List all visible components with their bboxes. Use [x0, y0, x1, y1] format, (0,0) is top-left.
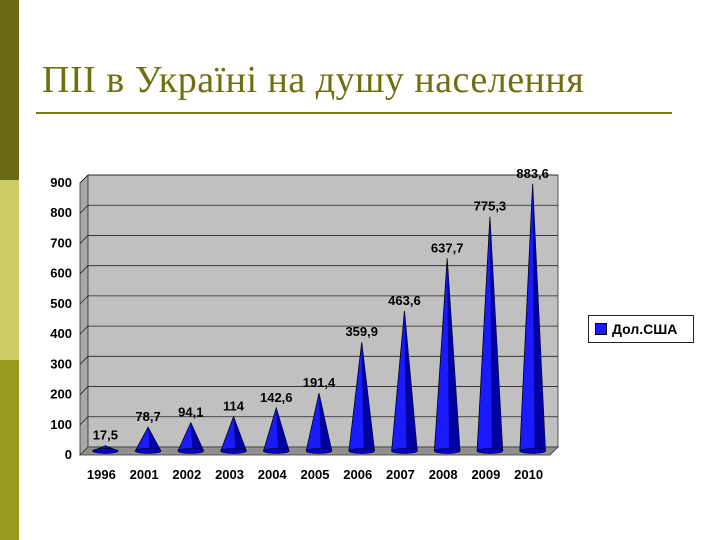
- cone-bar-shade: [447, 258, 460, 453]
- cone-bar-base: [92, 448, 119, 454]
- cone-bar-shade: [532, 183, 546, 453]
- grid-line-side: [79, 265, 89, 274]
- y-tick-label: 800: [50, 205, 72, 220]
- cone-bar-shade: [361, 342, 375, 453]
- x-tick-label: 2003: [215, 467, 244, 482]
- data-label: 94,1: [178, 405, 203, 420]
- grid-line-side: [79, 356, 89, 365]
- x-tick-label: 2005: [301, 467, 330, 482]
- data-label: 17,5: [93, 428, 118, 443]
- x-tick-label: 2006: [343, 467, 372, 482]
- legend-swatch: [595, 323, 607, 335]
- data-label: 78,7: [135, 409, 160, 424]
- x-tick-label: 2009: [471, 467, 500, 482]
- y-tick-label: 200: [50, 387, 72, 402]
- cone-bar-base: [434, 448, 461, 454]
- x-tick-label: 2002: [172, 467, 201, 482]
- grid-line-side: [79, 416, 89, 426]
- cone-bar-base: [263, 448, 290, 454]
- grid-line-side: [79, 295, 89, 305]
- x-tick-label: 2008: [429, 467, 458, 482]
- grid-line-side: [79, 204, 89, 214]
- data-label: 359,9: [345, 324, 378, 339]
- cone-bar-base: [177, 448, 204, 454]
- cone-bar-shade: [148, 427, 161, 453]
- data-label: 191,4: [303, 375, 336, 390]
- cone-bar-base: [476, 448, 504, 454]
- side-bar-dark: [0, 0, 19, 180]
- cone-bar-shade: [190, 422, 204, 453]
- data-label: 142,6: [260, 390, 293, 405]
- y-tick-label: 500: [50, 296, 72, 311]
- y-tick-label: 900: [50, 175, 72, 190]
- x-tick-label: 1996: [87, 467, 116, 482]
- side-bar-mid: [0, 360, 19, 540]
- cone-bar-base: [348, 448, 375, 454]
- title-underline: [36, 112, 672, 114]
- data-label: 637,7: [431, 240, 464, 255]
- data-label: 775,3: [474, 199, 507, 214]
- cone-chart: 0 100 200 300 400 500 600 700 800 900 1996 17,5 2001…: [50, 166, 559, 482]
- legend-label: Дол.США: [612, 321, 678, 337]
- cone-bar-shade: [319, 393, 332, 453]
- x-tick-label: 2007: [386, 467, 415, 482]
- cone-bar-base: [391, 448, 418, 454]
- x-tick-label: 2010: [514, 467, 543, 482]
- cone-bar-base: [519, 448, 546, 454]
- cone-bar-shade: [233, 416, 247, 453]
- grid-line-side: [79, 235, 89, 244]
- cone-bar-shade: [276, 407, 290, 453]
- y-tick-label: 0: [65, 447, 72, 462]
- grid-line-side: [79, 386, 89, 395]
- side-bar-light: [0, 180, 19, 360]
- plot-side-wall: [79, 174, 89, 456]
- cone-bar-base: [220, 448, 247, 454]
- data-label: 114: [223, 399, 245, 414]
- y-tick-label: 100: [50, 417, 72, 432]
- cone-bar-shade: [489, 216, 503, 453]
- chart-legend: Дол.США: [588, 315, 694, 343]
- data-label: 463,6: [388, 293, 421, 308]
- grid-line-side: [79, 325, 89, 335]
- y-tick-label: 400: [50, 326, 72, 341]
- x-tick-label: 2004: [258, 467, 288, 482]
- y-tick-label: 300: [50, 356, 72, 371]
- x-tick-label: 2001: [130, 467, 159, 482]
- cone-bar-base: [305, 448, 333, 454]
- cone-bar-shade: [404, 310, 418, 453]
- y-tick-label: 700: [50, 235, 72, 250]
- cone-bar-base: [134, 448, 162, 454]
- slide-title: ПІІ в Україні на душу населення: [42, 59, 585, 101]
- data-label: 883,6: [516, 166, 549, 181]
- grid-line-side: [79, 174, 89, 184]
- y-tick-label: 600: [50, 266, 72, 281]
